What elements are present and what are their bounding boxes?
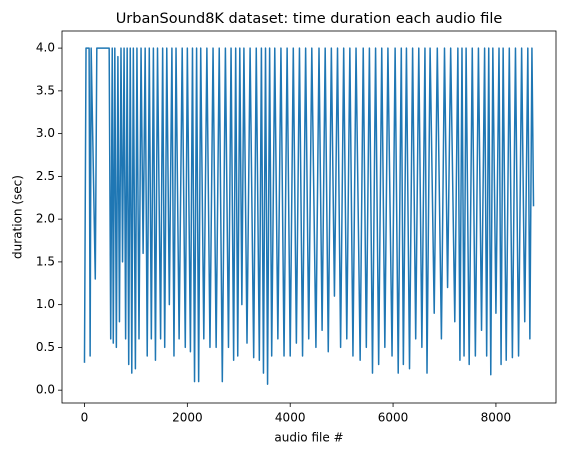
y-tick-label: 4.0 [36, 41, 55, 55]
x-tick-label: 0 [81, 411, 89, 425]
x-tick-label: 6000 [378, 411, 409, 425]
plot-frame [61, 30, 557, 404]
data-line [83, 47, 535, 385]
y-tick-label: 2.5 [36, 169, 55, 183]
y-tick-label: 1.5 [36, 254, 55, 268]
x-tick-label: 4000 [275, 411, 306, 425]
y-axis-label: duration (sec) [11, 175, 25, 259]
y-tick-label: 3.5 [36, 83, 55, 97]
chart-title: UrbanSound8K dataset: time duration each… [116, 11, 503, 27]
x-axis-label: audio file # [274, 431, 343, 445]
y-tick-label: 2.0 [36, 212, 55, 226]
y-tick-label: 1.0 [36, 297, 55, 311]
x-tick-label: 2000 [172, 411, 203, 425]
x-tick-label: 8000 [481, 411, 512, 425]
y-tick-label: 0.0 [36, 383, 55, 397]
y-tick-label: 0.5 [36, 340, 55, 354]
y-tick-label: 3.0 [36, 126, 55, 140]
